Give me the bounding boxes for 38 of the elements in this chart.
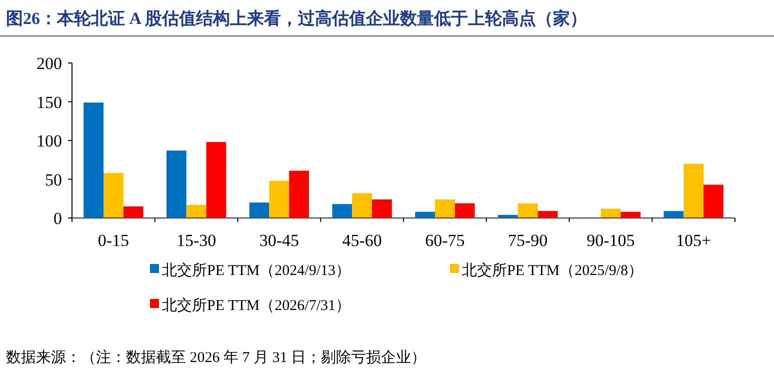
bar (206, 142, 226, 218)
bar (664, 211, 684, 218)
y-tick-label: 150 (36, 92, 62, 112)
x-tick-label: 60-75 (425, 231, 465, 250)
y-tick-label: 100 (36, 132, 62, 150)
bar (684, 164, 704, 218)
y-tick-label: 0 (54, 209, 62, 228)
bar (249, 202, 270, 218)
bar (166, 150, 186, 218)
bar (84, 102, 104, 218)
legend-label: 北交所PE TTM（2026/7/31） (162, 297, 350, 314)
bar (518, 203, 538, 218)
bar (538, 211, 558, 218)
legend-label: 北交所PE TTM（2025/9/8） (462, 262, 643, 279)
bar (269, 180, 290, 218)
bar (600, 208, 621, 218)
source-note: 数据来源：（注：数据截至 2026 年 7 月 31 日；剔除亏损企业） (6, 349, 426, 366)
bar (454, 203, 475, 218)
x-tick-label: 30-45 (259, 231, 300, 250)
y-tick-label: 200 (36, 54, 62, 73)
x-tick-label: 75-90 (508, 231, 548, 250)
title: 图26：本轮北证 A 股估值结构上来看，过高估值企业数量低于上轮高点（家） (6, 9, 587, 28)
bar (332, 204, 352, 218)
x-tick-label: 90-105 (586, 231, 635, 250)
y-tick-label: 50 (45, 170, 62, 190)
x-tick-label: 0-15 (98, 231, 130, 250)
bar (372, 199, 392, 218)
x-tick-label: 105+ (676, 231, 712, 250)
bar (289, 170, 310, 218)
x-tick-label: 15-30 (176, 231, 216, 250)
x-tick-label: 45-60 (342, 231, 382, 250)
bar (103, 173, 124, 218)
bar (186, 204, 206, 218)
legend-label: 北交所PE TTM（2024/9/13） (162, 262, 350, 279)
bar (123, 206, 144, 218)
bar (352, 193, 372, 218)
bar (434, 199, 455, 218)
bar (704, 184, 724, 218)
